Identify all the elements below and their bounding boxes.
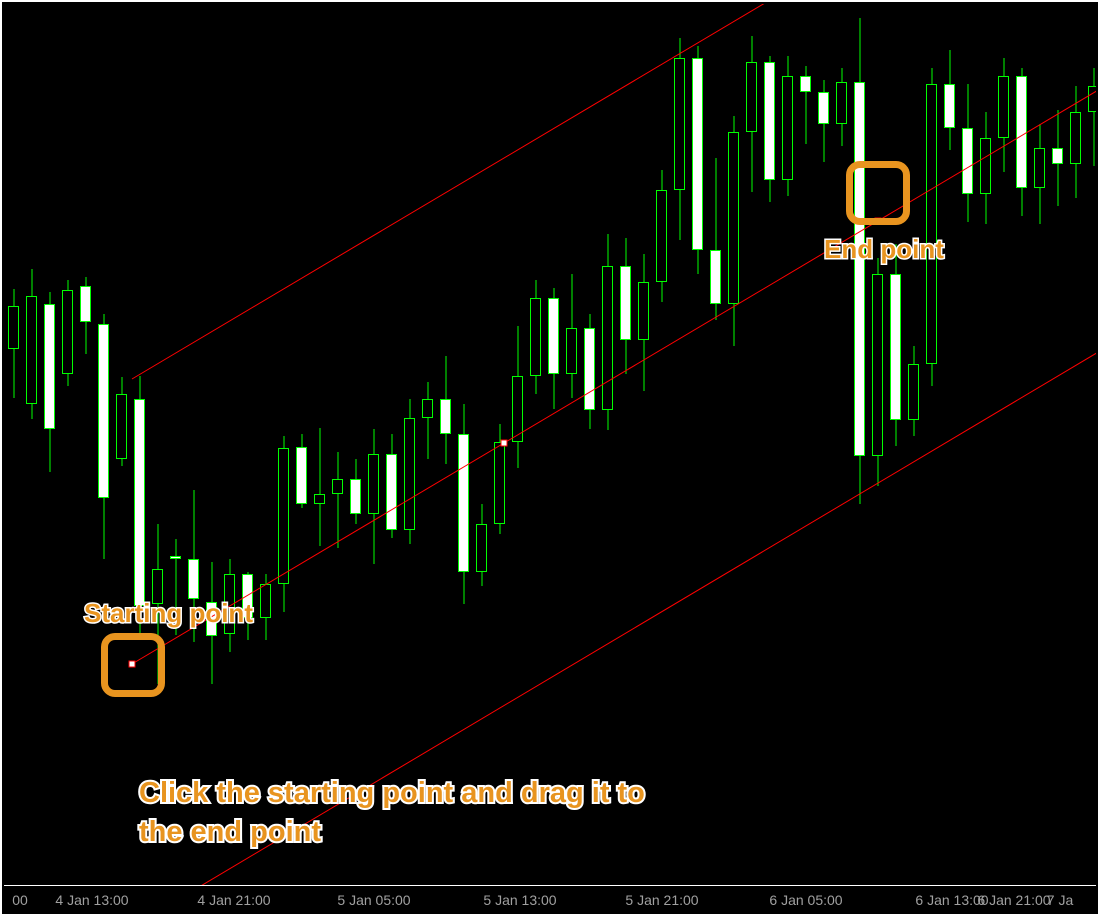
chart-container: Starting point End point Click the start… [0,0,1100,916]
end-point-highlight [846,161,910,225]
candlestick [782,56,793,196]
x-axis: 00 4 Jan 13:00 4 Jan 21:00 5 Jan 05:00 5 Jan… [2,886,1098,914]
candlestick [1052,110,1063,206]
candlestick [404,399,415,544]
x-axis-label: 5 Jan 13:00 [483,892,556,908]
candlestick [332,452,343,548]
instruction-text: Click the starting point and drag it to … [139,774,645,852]
candlestick [620,238,631,374]
candlestick [1016,68,1027,216]
candlestick [548,288,559,409]
candlestick [638,254,649,391]
candlestick [818,80,829,162]
candlestick [656,170,667,302]
candlestick [440,356,451,464]
candlestick [260,574,271,640]
candlestick [836,68,847,146]
candlestick [602,234,613,430]
candlestick [998,58,1009,172]
starting-point-highlight [101,633,165,697]
candlestick [422,382,433,459]
candlestick [98,314,109,559]
candlestick [584,314,595,429]
candlestick [800,66,811,144]
candlestick [8,289,19,398]
instruction-line1: Click the starting point and drag it to [139,777,645,809]
candlestick [710,158,721,320]
x-axis-label: 6 Jan 21:00 [977,892,1050,908]
x-axis-label: 7 Ja [1047,892,1073,908]
candlestick [746,36,757,192]
candlestick [134,376,145,634]
x-axis-label: 4 Jan 21:00 [197,892,270,908]
candlestick [566,274,577,398]
candlestick [116,377,127,466]
candlestick [476,504,487,586]
candlestick [350,459,361,524]
candlestick [62,280,73,386]
candlestick [1034,124,1045,224]
candlestick [872,258,883,486]
candlestick [386,434,397,538]
candlestick [368,429,379,564]
candlestick [1088,68,1096,166]
x-axis-label: 00 [12,892,28,908]
x-axis-label: 6 Jan 05:00 [769,892,842,908]
starting-point-label: Starting point [84,598,253,629]
candlestick [512,326,523,468]
candlestick [44,292,55,472]
candlestick [926,68,937,386]
end-point-label: End point [824,234,944,265]
candlestick [890,244,901,446]
candlestick [530,280,541,394]
candlestick [908,346,919,436]
candlestick [764,56,775,202]
candlestick [1070,86,1081,198]
candlestick [80,277,91,354]
candlestick [458,404,469,604]
candlestick [980,112,991,224]
x-axis-label: 5 Jan 21:00 [625,892,698,908]
instruction-line2: the end point [139,816,321,848]
candlestick [962,84,973,222]
x-axis-label: 5 Jan 05:00 [337,892,410,908]
x-axis-label: 4 Jan 13:00 [55,892,128,908]
candlestick [494,424,505,534]
candlestick [728,116,739,346]
candlestick [278,436,289,612]
chart-area[interactable]: Starting point End point Click the start… [4,4,1096,886]
trend-line[interactable] [132,89,1096,664]
candlestick [692,46,703,274]
candlestick [674,38,685,240]
candlestick [296,434,307,508]
candlestick [944,50,955,150]
candlestick [26,269,37,419]
candlestick [314,428,325,546]
